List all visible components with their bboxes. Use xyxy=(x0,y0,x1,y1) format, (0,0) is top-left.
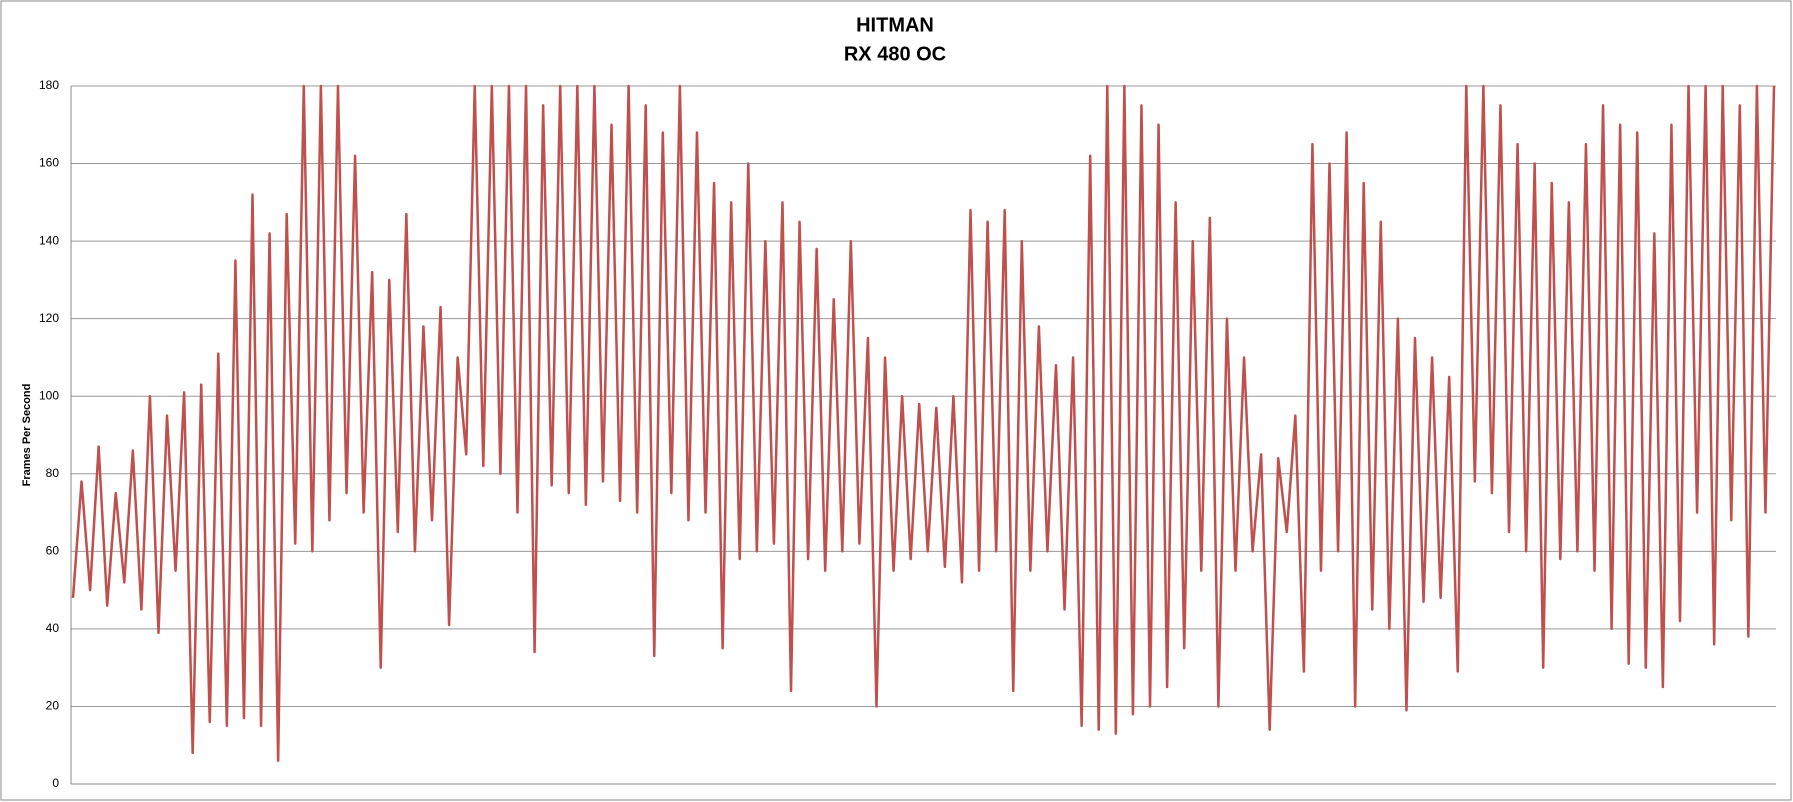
y-tick-label: 120 xyxy=(39,311,59,325)
y-tick-label: 40 xyxy=(46,621,60,635)
y-tick-label: 0 xyxy=(52,776,59,790)
y-axis-label: Frames Per Second xyxy=(21,384,33,487)
chart-title: HITMAN xyxy=(856,14,934,36)
data-line xyxy=(71,84,1776,762)
y-tick-label: 140 xyxy=(39,233,59,247)
y-tick-label: 60 xyxy=(46,544,60,558)
y-tick-label: 20 xyxy=(46,699,60,713)
chart-subtitle: RX 480 OC xyxy=(844,43,946,65)
y-tick-label: 180 xyxy=(39,78,59,92)
y-tick-label: 80 xyxy=(46,466,60,480)
y-tick-label: 160 xyxy=(39,156,59,170)
y-tick-label: 100 xyxy=(39,388,59,402)
